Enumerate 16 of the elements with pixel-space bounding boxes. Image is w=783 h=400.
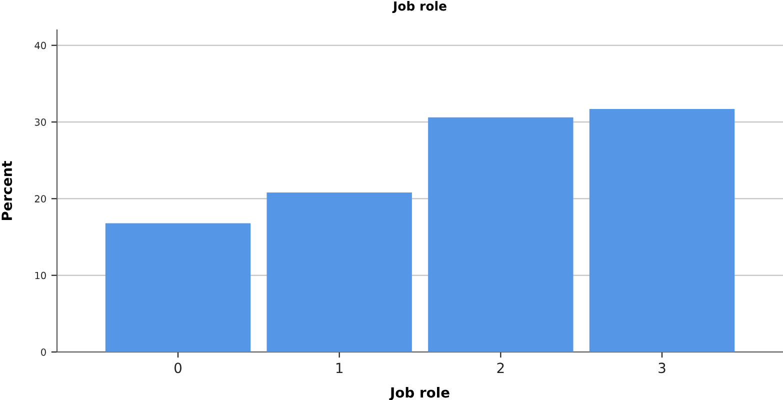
bar xyxy=(266,192,412,352)
x-tick-label: 3 xyxy=(658,362,666,374)
x-axis-title: Job role xyxy=(389,386,450,400)
bar xyxy=(105,223,251,352)
x-tick-label: 0 xyxy=(174,362,182,374)
bar xyxy=(589,108,735,352)
y-tick-label: 30 xyxy=(34,118,46,126)
y-axis-title: Percent xyxy=(2,161,12,220)
x-tick-label: 1 xyxy=(336,362,342,373)
bar xyxy=(428,117,574,352)
y-tick-label: 20 xyxy=(34,195,46,202)
x-tick-label: 2 xyxy=(497,362,504,373)
y-tick-label: 40 xyxy=(34,42,46,50)
chart-title: Job role xyxy=(392,1,446,14)
y-tick-label: 10 xyxy=(35,272,46,280)
y-tick-label: 0 xyxy=(41,348,46,356)
